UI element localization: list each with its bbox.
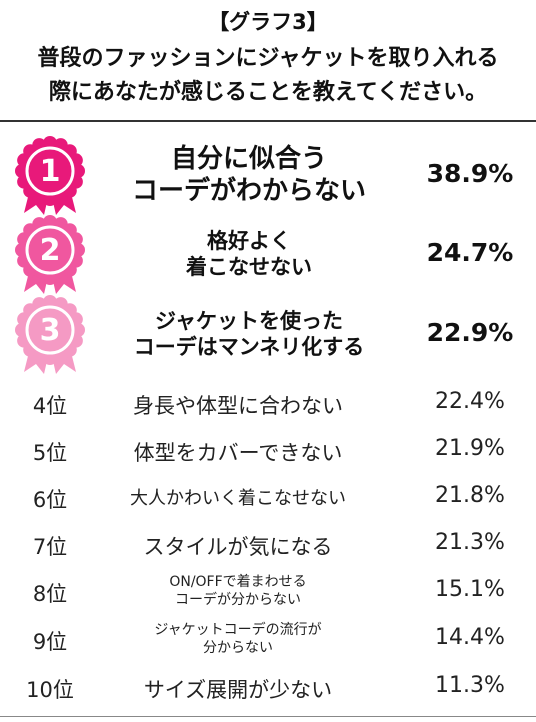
rank-9-label: ジャケットコーデの流行が 分からない [100, 621, 376, 657]
label-line: サイズ展開が少ない [143, 678, 333, 702]
label-line: コーデがわからない [131, 176, 366, 206]
rank-1-value: 38.9% [426, 159, 514, 188]
rank-6-value: 21.8% [435, 483, 505, 508]
chart-question-line-1: 普段のファッションにジャケットを取り入れる [37, 46, 499, 71]
label-line: ジャケットを使った [155, 308, 343, 333]
rank-7-value: 21.3% [435, 530, 505, 555]
rank-7-label: スタイルが気になる [100, 531, 376, 561]
rank-7-position: 7位 [32, 535, 68, 559]
rank-4-label: 身長や体型に合わない [100, 390, 376, 420]
label-line: スタイルが気になる [143, 535, 333, 559]
chart-question-line-2: 際にあなたが感じることを教えてください。 [48, 80, 488, 105]
chart-label: 【グラフ3】 [208, 10, 328, 34]
rank-number: 2 [40, 233, 61, 268]
label-line: ON/OFFで着まわせる [169, 574, 307, 590]
label-line: コーデはマンネリ化する [133, 335, 365, 359]
rank-8-label: ON/OFFで着まわせる コーデが分からない [100, 573, 376, 609]
rank-10-label: サイズ展開が少ない [100, 674, 376, 704]
rank-3-medal-icon: 3 [15, 295, 85, 374]
rank-8-position: 8位 [32, 582, 68, 606]
label-line: 体型をカバーできない [133, 441, 343, 465]
label-line: 着こなせない [186, 255, 312, 279]
rank-4-position: 4位 [32, 394, 68, 418]
rank-9-value: 14.4% [435, 625, 505, 650]
label-line: 自分に似合う [170, 143, 327, 174]
rank-2-value: 24.7% [426, 238, 514, 267]
rank-1-label: 自分に似合う コーデがわからない [96, 143, 402, 208]
label-line: ジャケットコーデの流行が [154, 622, 322, 638]
label-line: 身長や体型に合わない [133, 394, 343, 418]
rank-10-value: 11.3% [435, 673, 505, 698]
rank-5-position: 5位 [32, 441, 68, 465]
rank-9-position: 9位 [32, 630, 68, 654]
rank-4-value: 22.4% [435, 389, 505, 414]
label-line: 分からない [203, 640, 273, 657]
rank-3-label: ジャケットを使った コーデはマンネリ化する [96, 308, 402, 361]
rank-2-label: 格好よく 着こなせない [96, 228, 402, 281]
rank-5-label: 体型をカバーできない [100, 437, 376, 467]
rank-number: 3 [40, 313, 61, 348]
bottom-divider [0, 716, 536, 717]
label-line: コーデが分からない [175, 592, 301, 609]
label-line: 格好よく [207, 228, 291, 253]
header-divider [0, 120, 536, 122]
rank-6-position: 6位 [32, 488, 68, 512]
rank-10-position: 10位 [26, 678, 74, 702]
rank-2-medal-icon: 2 [15, 215, 85, 294]
label-line: 大人かわいく着こなせない [130, 488, 346, 509]
rank-8-value: 15.1% [435, 577, 505, 602]
rank-5-value: 21.9% [435, 436, 505, 461]
rank-1-medal-icon: 1 [15, 136, 85, 215]
rank-number: 1 [40, 154, 61, 189]
rank-3-value: 22.9% [426, 318, 514, 347]
rank-6-label: 大人かわいく着こなせない [100, 484, 376, 510]
